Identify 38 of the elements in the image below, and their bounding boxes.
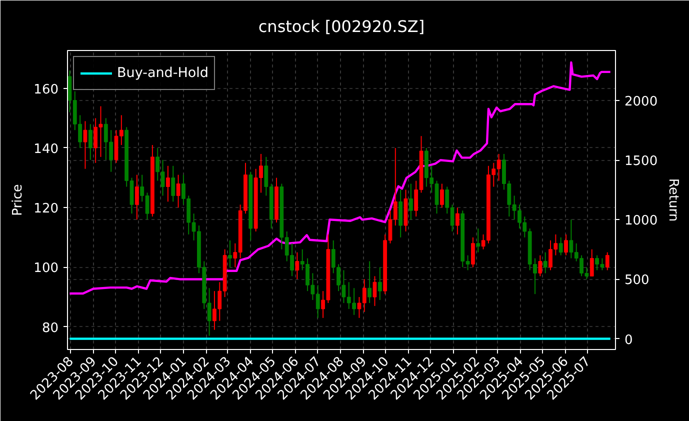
candlestick bbox=[456, 207, 460, 235]
y2-tick-label: 1500 bbox=[624, 154, 658, 170]
candlestick bbox=[408, 183, 413, 220]
candlestick bbox=[476, 228, 480, 253]
y-tick-label: 80 bbox=[42, 320, 59, 336]
candlestick bbox=[590, 248, 594, 277]
candlestick bbox=[166, 165, 170, 202]
candlestick bbox=[440, 183, 444, 208]
line-series bbox=[68, 61, 612, 295]
y2-tick-label: 1000 bbox=[624, 214, 658, 229]
candlestick bbox=[88, 124, 92, 160]
candlestick bbox=[558, 236, 563, 256]
candlestick bbox=[176, 174, 180, 208]
candlestick bbox=[378, 266, 382, 301]
y2-tick-label: 500 bbox=[624, 273, 650, 288]
y-tick-label: 120 bbox=[34, 202, 59, 217]
y2-tick-label: 2000 bbox=[624, 94, 658, 110]
candlestick bbox=[543, 252, 548, 274]
candlestick bbox=[368, 260, 372, 304]
candlestick bbox=[228, 240, 232, 268]
legend-label: Buy-and-Hold bbox=[117, 65, 208, 81]
candlestick bbox=[398, 189, 403, 238]
y-tick-label: 160 bbox=[34, 82, 59, 98]
candlestick bbox=[372, 276, 377, 306]
candlestick bbox=[538, 254, 542, 277]
candlestick bbox=[83, 120, 88, 170]
candlestick bbox=[171, 165, 176, 202]
candlestick bbox=[605, 252, 610, 271]
y-axis-title: Price bbox=[10, 184, 26, 216]
y-tick-label: 140 bbox=[34, 142, 59, 157]
chart-title: cnstock [002920.SZ] bbox=[258, 17, 425, 36]
candlestick bbox=[564, 234, 568, 256]
candlestick bbox=[471, 236, 475, 268]
candlestick bbox=[134, 174, 139, 220]
candlestick bbox=[295, 252, 300, 280]
y2-tick-label: 0 bbox=[624, 332, 633, 348]
y-tick-label: 100 bbox=[34, 261, 59, 276]
y2-axis-title: Return bbox=[666, 178, 681, 222]
